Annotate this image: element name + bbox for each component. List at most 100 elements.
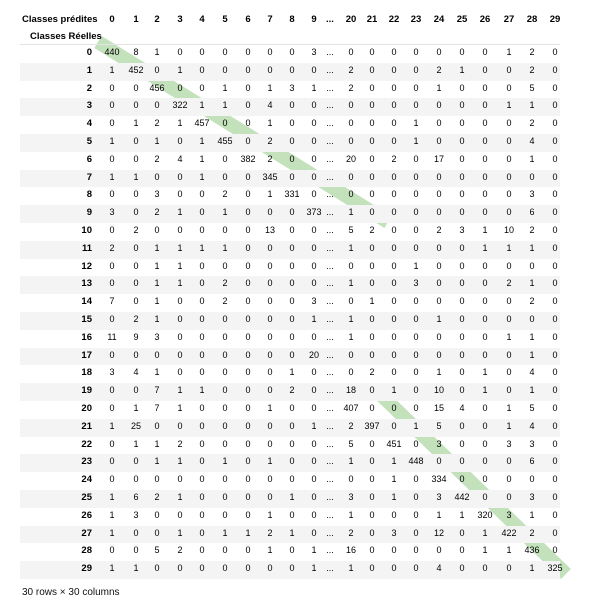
matrix-cell: 0 xyxy=(199,296,205,307)
matrix-cell: 0 xyxy=(552,456,558,467)
matrix-cell: 0 xyxy=(482,420,488,431)
matrix-cell: 2 xyxy=(267,153,273,164)
matrix-cell: 0 xyxy=(311,136,317,146)
matrix-cell: 1 xyxy=(154,136,160,146)
matrix-cell: 0 xyxy=(459,207,465,218)
row-index-label: 10 xyxy=(81,225,92,236)
row-stripe xyxy=(20,525,560,544)
matrix-cell: 0 xyxy=(289,403,295,413)
matrix-cell: 0 xyxy=(245,207,251,218)
matrix-cell: 0 xyxy=(289,456,295,467)
matrix-cell: 0 xyxy=(267,474,273,485)
matrix-cell: 0 xyxy=(506,492,512,502)
matrix-cell: 0 xyxy=(369,438,375,449)
matrix-cell: 334 xyxy=(431,474,447,485)
matrix-cell: 0 xyxy=(311,171,317,182)
matrix-cell: 1 xyxy=(529,242,535,253)
matrix-cell: 0 xyxy=(552,171,558,182)
row-stripe xyxy=(20,62,560,81)
matrix-cell: 448 xyxy=(408,456,424,467)
matrix-cell: 1 xyxy=(413,118,419,129)
matrix-cell: 0 xyxy=(311,278,317,289)
matrix-cell: 0 xyxy=(413,474,419,485)
matrix-cell: 0 xyxy=(552,314,558,324)
row-index-label: 15 xyxy=(81,314,92,325)
matrix-cell: 1 xyxy=(267,456,273,467)
matrix-cell: 0 xyxy=(482,349,488,360)
matrix-cell: 0 xyxy=(222,367,228,378)
matrix-cell: 2 xyxy=(436,225,442,235)
matrix-cell: 0 xyxy=(459,153,465,164)
matrix-cell: 1 xyxy=(177,492,183,502)
matrix-cell: 0 xyxy=(482,563,488,574)
matrix-cell: 0 xyxy=(133,349,139,360)
matrix-cell: 0 xyxy=(552,47,558,57)
matrix-cell: 1 xyxy=(506,47,512,57)
matrix-cell: 0 xyxy=(199,278,205,289)
matrix-cell: 0 xyxy=(245,492,251,502)
matrix-cell: 0 xyxy=(245,225,251,235)
matrix-cell: 0 xyxy=(459,527,465,538)
matrix-cell: 1 xyxy=(529,509,535,520)
row-stripe xyxy=(20,134,560,152)
matrix-cell: 0 xyxy=(552,367,558,378)
matrix-cell: 0 xyxy=(391,349,397,360)
matrix-cell: 0 xyxy=(311,118,317,129)
matrix-cell: 2 xyxy=(348,64,354,75)
matrix-cell: 0 xyxy=(413,545,419,556)
matrix-cell: 0 xyxy=(369,207,375,218)
matrix-cell: 0 xyxy=(109,189,115,200)
matrix-cell: 0 xyxy=(267,349,273,360)
column-header: 3 xyxy=(177,14,183,25)
column-header: 6 xyxy=(245,14,251,25)
matrix-cell: 1 xyxy=(311,314,317,324)
matrix-cell: 0 xyxy=(133,207,139,218)
matrix-cell: 0 xyxy=(109,314,115,324)
matrix-cell: 1 xyxy=(459,509,465,520)
matrix-cell: 0 xyxy=(133,100,139,111)
matrix-cell: 1 xyxy=(199,100,205,111)
matrix-cell: 0 xyxy=(109,260,115,271)
matrix-cell: 1 xyxy=(222,242,228,253)
matrix-cell: 397 xyxy=(364,420,380,431)
matrix-cell: 0 xyxy=(289,545,295,556)
matrix-cell: 0 xyxy=(154,64,160,75)
matrix-cell: 1 xyxy=(413,260,419,271)
matrix-cell: 0 xyxy=(552,420,558,431)
matrix-cell: 0 xyxy=(245,82,251,93)
matrix-cell: 2 xyxy=(133,314,139,324)
matrix-cell: 1 xyxy=(482,225,488,235)
matrix-cell: 1 xyxy=(222,527,228,538)
matrix-cell: 0 xyxy=(459,278,465,289)
row-stripe xyxy=(20,240,560,259)
matrix-cell: 0 xyxy=(391,367,397,378)
matrix-cell: 0 xyxy=(133,474,139,485)
matrix-cell: 0 xyxy=(369,189,375,200)
matrix-cell: 0 xyxy=(482,456,488,467)
matrix-cell: 6 xyxy=(529,456,535,467)
matrix-cell: 0 xyxy=(289,296,295,307)
matrix-cell: 3 xyxy=(529,189,535,200)
matrix-cell: 0 xyxy=(348,47,354,57)
matrix-cell: 1 xyxy=(154,278,160,289)
matrix-cell: 0 xyxy=(154,349,160,360)
matrix-cell: 0 xyxy=(413,153,419,164)
matrix-cell: 0 xyxy=(311,509,317,520)
matrix-cell: 0 xyxy=(459,438,465,449)
matrix-cell: 0 xyxy=(245,331,251,342)
matrix-cell: 0 xyxy=(459,296,465,307)
matrix-cell: 0 xyxy=(552,82,558,93)
matrix-cell: 1 xyxy=(267,509,273,520)
matrix-cell: 2 xyxy=(369,225,375,235)
matrix-cell: 1 xyxy=(289,492,295,502)
column-header: 20 xyxy=(345,14,357,25)
matrix-cell: ... xyxy=(326,367,334,378)
matrix-cell: 0 xyxy=(245,100,251,111)
column-header: 24 xyxy=(433,14,445,25)
matrix-cell: 2 xyxy=(529,64,535,75)
matrix-cell: 0 xyxy=(289,349,295,360)
matrix-cell: 1 xyxy=(222,456,228,467)
matrix-cell: 3 xyxy=(529,438,535,449)
matrix-cell: 3 xyxy=(348,492,354,502)
matrix-cell: 1 xyxy=(529,349,535,360)
